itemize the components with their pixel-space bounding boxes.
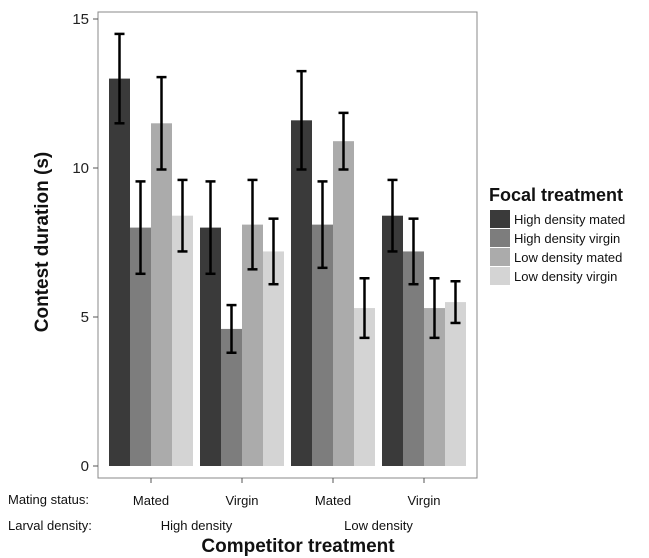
bar [382, 215, 403, 466]
legend-title: Focal treatment [489, 185, 623, 205]
bar [200, 227, 221, 466]
mating-status-label: Virgin [225, 493, 258, 508]
bar [221, 328, 242, 466]
bar [333, 141, 354, 466]
plot-area [97, 11, 478, 479]
mating-status-label: Virgin [407, 493, 440, 508]
bar [109, 78, 130, 466]
legend-label: Low density virgin [514, 269, 617, 284]
bar [445, 302, 466, 466]
legend-label: Low density mated [514, 250, 622, 265]
legend-swatch [490, 267, 510, 285]
mating-status-label: Mated [315, 493, 351, 508]
bar [403, 251, 424, 466]
y-tick-label: 5 [81, 309, 89, 326]
y-tick-label: 0 [81, 458, 89, 475]
legend-swatch [490, 229, 510, 247]
y-tick-label: 10 [72, 160, 89, 177]
bar [424, 308, 445, 466]
bar [151, 123, 172, 467]
legend-label: High density mated [514, 212, 625, 227]
x-axis-labels: Mated Virgin Mated Virgin High density Low de… [133, 478, 441, 533]
larval-density-label: Low density [344, 518, 413, 533]
larval-density-label: High density [161, 518, 233, 533]
bar [291, 120, 312, 466]
bar [312, 224, 333, 466]
bar [130, 227, 151, 466]
bar [354, 308, 375, 466]
bar [263, 251, 284, 466]
bar [242, 224, 263, 466]
y-tick-label: 15 [72, 11, 89, 28]
legend-swatch [490, 248, 510, 266]
larval-density-row-label: Larval density: [8, 518, 92, 533]
y-axis-title: Contest duration (s) [32, 152, 53, 333]
mating-status-label: Mated [133, 493, 169, 508]
y-axis: 0 5 10 15 [72, 11, 98, 475]
legend: High density mated High density virgin Low… [490, 210, 625, 285]
legend-swatch [490, 210, 510, 228]
legend-label: High density virgin [514, 231, 620, 246]
mating-status-row-label: Mating status: [8, 492, 89, 507]
bar [172, 215, 193, 466]
x-axis-title: Competitor treatment [201, 536, 395, 557]
